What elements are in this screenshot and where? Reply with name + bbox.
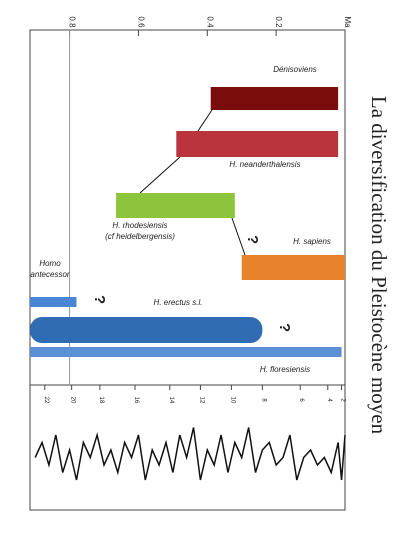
- series-label: Dénisoviens: [273, 65, 317, 74]
- x-tick-label: 22: [43, 397, 49, 404]
- series-label: H. sapiens: [293, 237, 331, 246]
- link: [139, 156, 181, 194]
- series-label: H. floresiensis: [260, 365, 310, 374]
- chart-title: La diversification du Pleistocène moyen: [367, 96, 391, 435]
- question-mark: ?: [276, 323, 293, 332]
- x-tick-label: 10: [229, 397, 235, 404]
- series-label: H. rhodesiensis: [112, 221, 167, 230]
- range-bar: [30, 347, 342, 357]
- range-bar: [116, 193, 235, 218]
- series-label: antecessor: [30, 270, 69, 279]
- series-label: (cf heidelbergensis): [105, 232, 175, 241]
- range-bar: [176, 131, 339, 157]
- x-tick-label: 12: [198, 397, 204, 404]
- range-bar: [241, 255, 345, 280]
- x-tick-label: 6: [298, 398, 304, 402]
- x-tick-label: 20: [70, 397, 76, 404]
- x-tick-label: 4: [326, 398, 332, 402]
- series-label: H. neanderthalensis: [229, 160, 300, 169]
- link: [231, 217, 246, 256]
- x-tick-label: 8: [260, 398, 266, 402]
- range-bar: [30, 317, 263, 343]
- series-label: Homo: [39, 259, 61, 268]
- x-tick-label: 2: [340, 398, 346, 402]
- link: [197, 109, 213, 132]
- x-tick-label: 0.2: [274, 16, 283, 28]
- question-mark: ?: [244, 235, 261, 244]
- range-bar: [30, 297, 77, 307]
- climate-curve: [34, 427, 346, 481]
- x-tick-label: Ma: [343, 16, 352, 28]
- x-tick-label: 0.6: [136, 16, 145, 28]
- x-tick-label: 0.4: [205, 16, 214, 28]
- range-bar: [210, 87, 339, 110]
- x-tick-label: 18: [98, 397, 104, 404]
- series-label: H. erectus s.l.: [154, 298, 203, 307]
- x-tick-label: 14: [168, 397, 174, 404]
- x-tick-label: 16: [133, 397, 139, 404]
- question-mark: ?: [91, 295, 108, 304]
- x-tick-label: 0.8: [68, 16, 77, 28]
